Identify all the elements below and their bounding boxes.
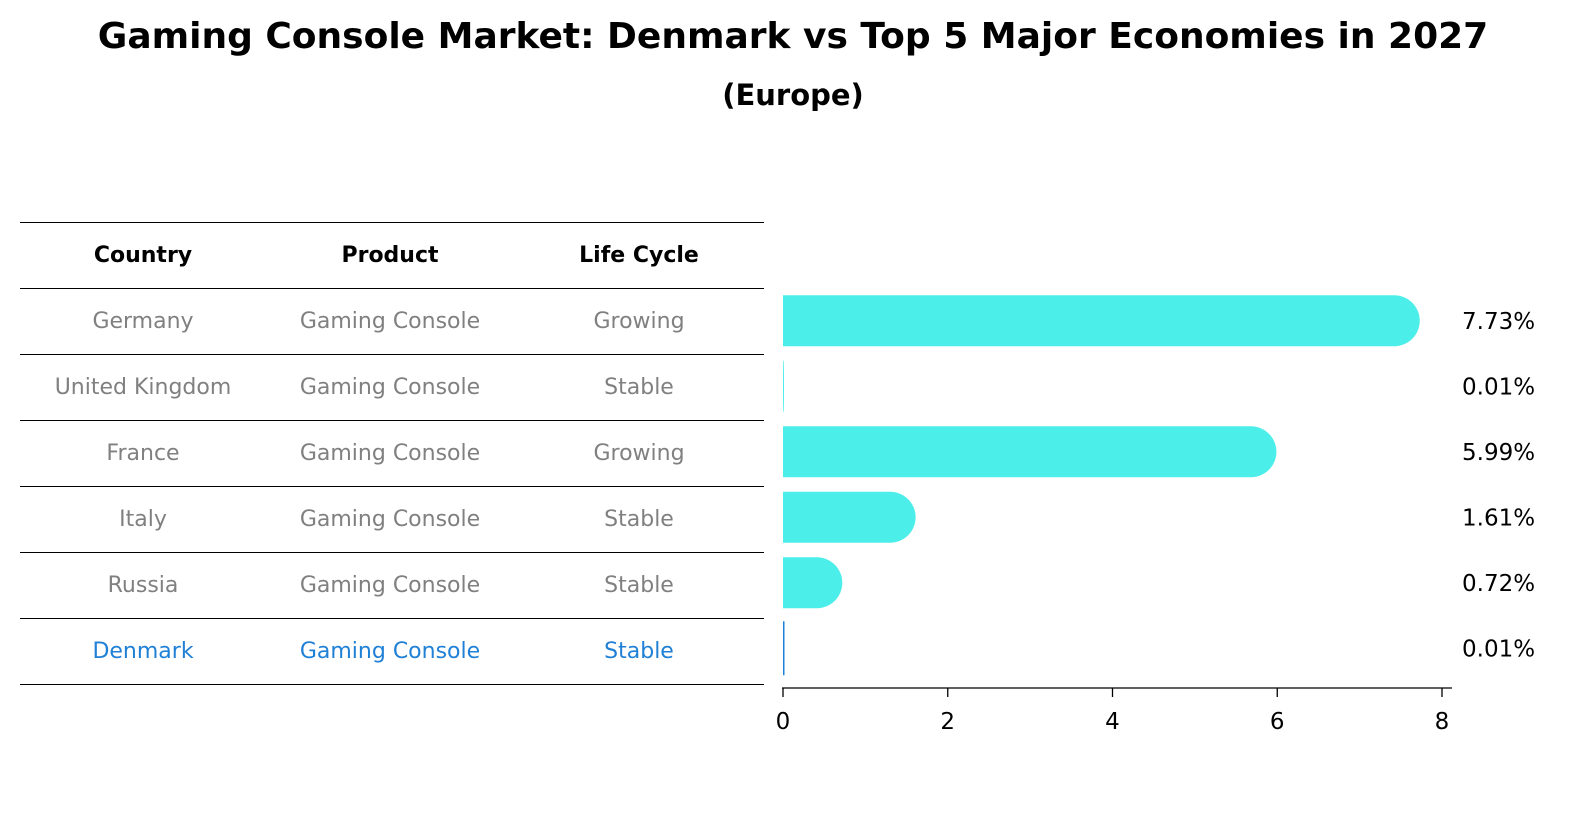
cell-life-cycle: Stable [514,552,764,619]
data-label: 0.01% [1462,374,1535,400]
header-country: Country [20,222,266,289]
table-row: Germany Gaming Console Growing [20,288,764,355]
cell-life-cycle: Stable [514,618,764,685]
table-header-row: Country Product Life Cycle [20,222,764,289]
table-row: France Gaming Console Growing [20,420,764,487]
header-product: Product [266,222,514,289]
header-life-cycle: Life Cycle [514,222,764,289]
cell-country: France [20,420,266,487]
x-tick-label: 2 [940,709,955,735]
bar-russia [783,557,843,609]
cell-product: Gaming Console [266,486,514,553]
data-table: Country Product Life Cycle Germany Gaming… [20,222,764,685]
cell-country: Denmark [20,618,266,685]
cell-country: Germany [20,288,266,355]
table-body: Germany Gaming Console Growing United Kingd… [20,288,764,685]
cell-life-cycle: Growing [514,288,764,355]
cell-life-cycle: Stable [514,486,764,553]
bar-italy [783,491,916,543]
data-label: 7.73% [1462,309,1535,335]
cell-life-cycle: Stable [514,354,764,421]
bar-united-kingdom [783,360,784,412]
bar-germany [783,295,1420,347]
data-label: 1.61% [1462,505,1535,531]
table-row: Italy Gaming Console Stable [20,486,764,553]
chart-subtitle: (Europe) [722,78,864,112]
x-tick-label: 4 [1105,709,1120,735]
data-label: 5.99% [1462,440,1535,466]
bar-france [783,426,1277,478]
cell-country: United Kingdom [20,354,266,421]
data-label: 0.72% [1462,571,1535,597]
cell-product: Gaming Console [266,288,514,355]
cell-country: Russia [20,552,266,619]
bar-denmark [783,621,785,676]
cell-country: Italy [20,486,266,553]
cell-life-cycle: Growing [514,420,764,487]
table-row: Russia Gaming Console Stable [20,552,764,619]
x-tick-label: 0 [776,709,791,735]
table-row: Denmark Gaming Console Stable [20,618,764,685]
cell-product: Gaming Console [266,354,514,421]
x-tick-label: 6 [1270,709,1285,735]
table-row: United Kingdom Gaming Console Stable [20,354,764,421]
data-label: 0.01% [1462,636,1535,662]
chart-title: Gaming Console Market: Denmark vs Top 5 … [97,16,1489,57]
cell-product: Gaming Console [266,618,514,685]
cell-product: Gaming Console [266,552,514,619]
cell-product: Gaming Console [266,420,514,487]
x-tick-label: 8 [1435,709,1450,735]
